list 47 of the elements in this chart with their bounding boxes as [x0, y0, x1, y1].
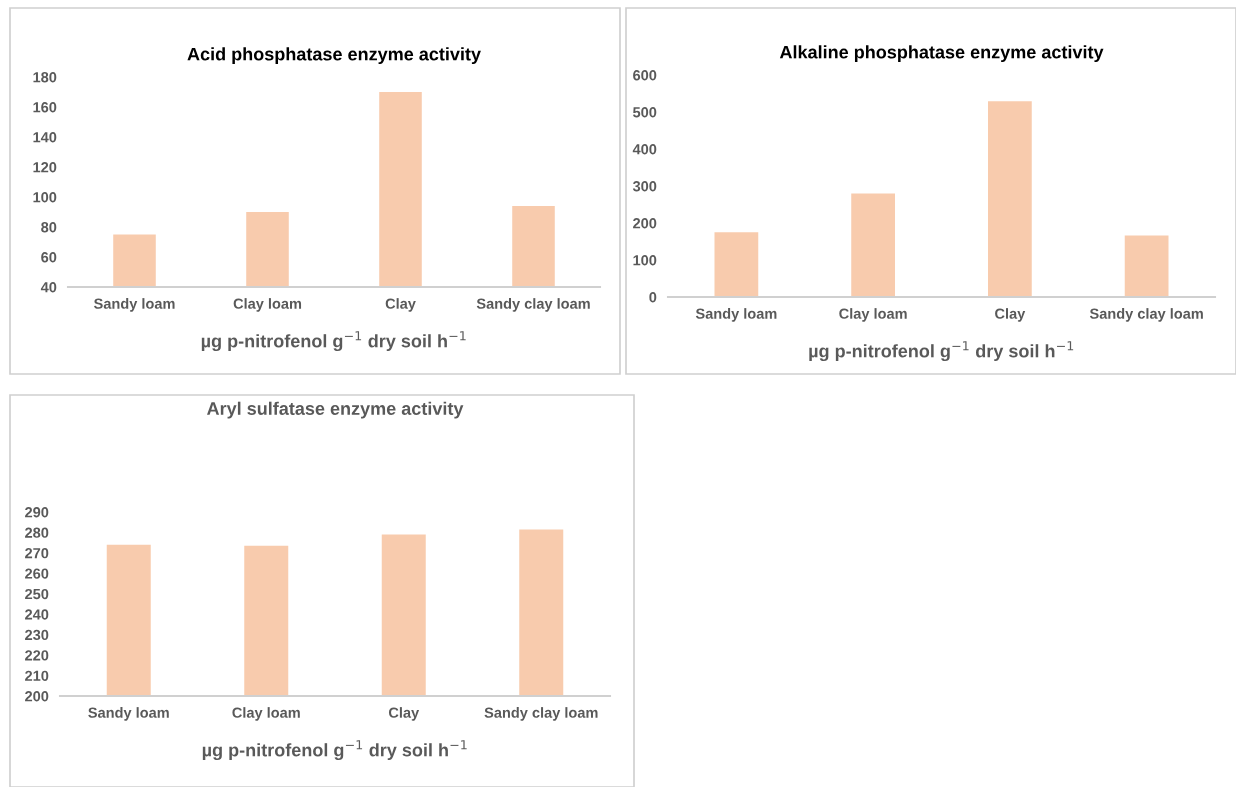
x-tick-label: Sandy loam [695, 308, 777, 322]
x-tick-label: Sandy loam [88, 707, 169, 721]
y-tick-label: 230 [25, 629, 49, 641]
y-tick-label: 140 [33, 132, 57, 143]
y-tick-label: 600 [633, 70, 657, 81]
y-tick-label: 40 [40, 282, 57, 293]
bar [1124, 235, 1169, 297]
y-tick-label: 210 [25, 670, 49, 681]
x-tick-label: Sandy clay loam [484, 707, 598, 721]
y-tick-label: 180 [33, 72, 57, 83]
y-tick-label: 160 [33, 102, 57, 113]
bar [988, 101, 1032, 297]
y-tick-label: 290 [25, 507, 49, 518]
y-tick-label: 260 [25, 568, 49, 579]
x-axis-title: µg p-nitrofenol g$^{−1}$ dry soil h$^{−1}$ [202, 740, 467, 761]
y-tick-label: 200 [25, 691, 49, 702]
x-tick-label: Sandy loam [93, 298, 175, 312]
x-tick-label: Clay [385, 298, 416, 312]
y-tick-label: 80 [41, 222, 57, 233]
y-tick-label: 500 [633, 107, 657, 118]
y-tick-label: 300 [632, 181, 657, 192]
chart-title: Aryl sulfatase enzyme activity [207, 401, 464, 419]
x-tick-label: Clay loam [232, 707, 300, 721]
y-tick-label: 200 [633, 218, 657, 229]
y-tick-label: 250 [25, 588, 49, 600]
bar [714, 232, 759, 297]
chart-title: Acid phosphatase enzyme activity [187, 47, 481, 65]
y-tick-label: 60 [41, 252, 57, 263]
x-tick-label: Clay [995, 308, 1026, 322]
x-tick-label: Clay loam [233, 298, 302, 312]
y-tick-label: 220 [25, 650, 49, 661]
bar [851, 193, 896, 297]
y-tick-label: 280 [25, 527, 49, 538]
y-tick-label: 100 [33, 192, 57, 203]
x-axis-title: µg p-nitrofenol g$^{−1}$ dry soil h$^{−1}$ [201, 331, 466, 352]
y-tick-label: 240 [25, 609, 49, 620]
y-tick-label: 100 [633, 255, 657, 266]
x-tick-label: Clay [388, 707, 420, 721]
x-tick-label: Sandy clay loam [1089, 308, 1203, 322]
y-tick-label: 120 [33, 162, 57, 173]
y-tick-label: 270 [25, 547, 49, 559]
chart-title: Alkaline phosphatase enzyme activity [779, 45, 1104, 63]
y-tick-label: 0 [649, 292, 657, 303]
y-tick-label: 400 [632, 144, 657, 155]
x-tick-label: Sandy clay loam [476, 298, 590, 312]
x-axis-title: µg p-nitrofenol g$^{−1}$ dry soil h$^{−1}$ [809, 341, 1074, 362]
x-tick-label: Clay loam [839, 308, 907, 322]
